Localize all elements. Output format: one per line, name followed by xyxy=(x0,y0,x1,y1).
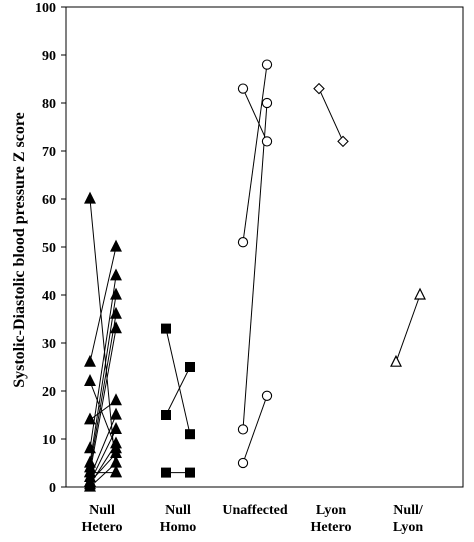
connecting-line xyxy=(89,429,117,483)
data-point xyxy=(110,465,122,478)
y-tick-label: 100 xyxy=(35,1,56,16)
y-tick-label: 80 xyxy=(42,97,56,112)
data-point xyxy=(110,287,122,300)
x-category-label: Hetero xyxy=(311,520,352,535)
data-point xyxy=(84,465,96,478)
connecting-line xyxy=(165,328,191,435)
connecting-line xyxy=(165,366,191,416)
y-tick-label: 30 xyxy=(42,337,56,352)
data-point xyxy=(161,410,171,420)
connecting-line xyxy=(318,88,344,142)
connecting-line xyxy=(242,64,268,243)
y-axis-label: Systolic-Diastolic blood pressure Z scor… xyxy=(11,112,28,388)
data-point xyxy=(261,59,273,70)
x-category-label: Null xyxy=(165,503,191,518)
plot-frame xyxy=(65,6,464,488)
data-point xyxy=(237,237,249,248)
connecting-line xyxy=(89,198,117,473)
data-point xyxy=(110,407,122,420)
x-category-label: Unaffected xyxy=(222,503,288,518)
connecting-line xyxy=(89,294,117,464)
data-point xyxy=(84,354,96,367)
x-category-label: Hetero xyxy=(82,520,123,535)
data-point xyxy=(161,323,171,334)
data-point xyxy=(84,441,96,454)
data-point xyxy=(161,467,171,478)
y-tick-label: 60 xyxy=(42,193,56,208)
data-point xyxy=(110,306,122,319)
y-tick-label: 20 xyxy=(42,385,56,400)
data-point xyxy=(185,467,195,478)
data-point xyxy=(261,136,273,147)
y-tick-label: 0 xyxy=(49,481,56,496)
connecting-line xyxy=(395,294,421,363)
data-point xyxy=(313,82,325,95)
y-tick-label: 50 xyxy=(42,241,56,256)
data-point xyxy=(110,422,122,434)
data-point xyxy=(110,239,122,252)
y-tick-label: 10 xyxy=(42,433,56,448)
x-category-label: Lyon xyxy=(393,520,424,535)
connecting-line xyxy=(89,246,117,363)
data-point xyxy=(237,457,249,469)
data-point xyxy=(84,374,96,386)
data-point xyxy=(237,424,249,435)
data-point xyxy=(84,479,96,492)
data-point xyxy=(84,191,96,204)
y-tick-label: 40 xyxy=(42,289,56,304)
connecting-line xyxy=(89,314,117,468)
data-point xyxy=(390,354,402,367)
data-point xyxy=(110,393,122,406)
data-point xyxy=(337,135,349,148)
data-point xyxy=(110,268,122,281)
y-tick-label: 70 xyxy=(42,145,56,160)
connecting-line xyxy=(242,102,268,430)
connecting-line xyxy=(242,88,268,142)
data-point xyxy=(261,390,273,401)
connecting-line xyxy=(242,395,268,464)
x-category-label: Lyon xyxy=(316,503,347,518)
y-tick-label: 90 xyxy=(42,49,56,64)
connecting-line xyxy=(89,453,117,483)
data-point xyxy=(261,97,273,109)
data-point xyxy=(84,412,96,425)
x-category-label: Homo xyxy=(160,520,197,535)
data-point xyxy=(185,429,195,440)
connecting-line xyxy=(89,275,117,449)
x-category-label: Null xyxy=(89,503,115,518)
data-point xyxy=(185,362,195,372)
data-point xyxy=(110,321,122,334)
data-point xyxy=(237,83,249,94)
connecting-line xyxy=(89,328,117,473)
data-point xyxy=(414,287,426,300)
x-category-label: Null/ xyxy=(393,503,424,518)
